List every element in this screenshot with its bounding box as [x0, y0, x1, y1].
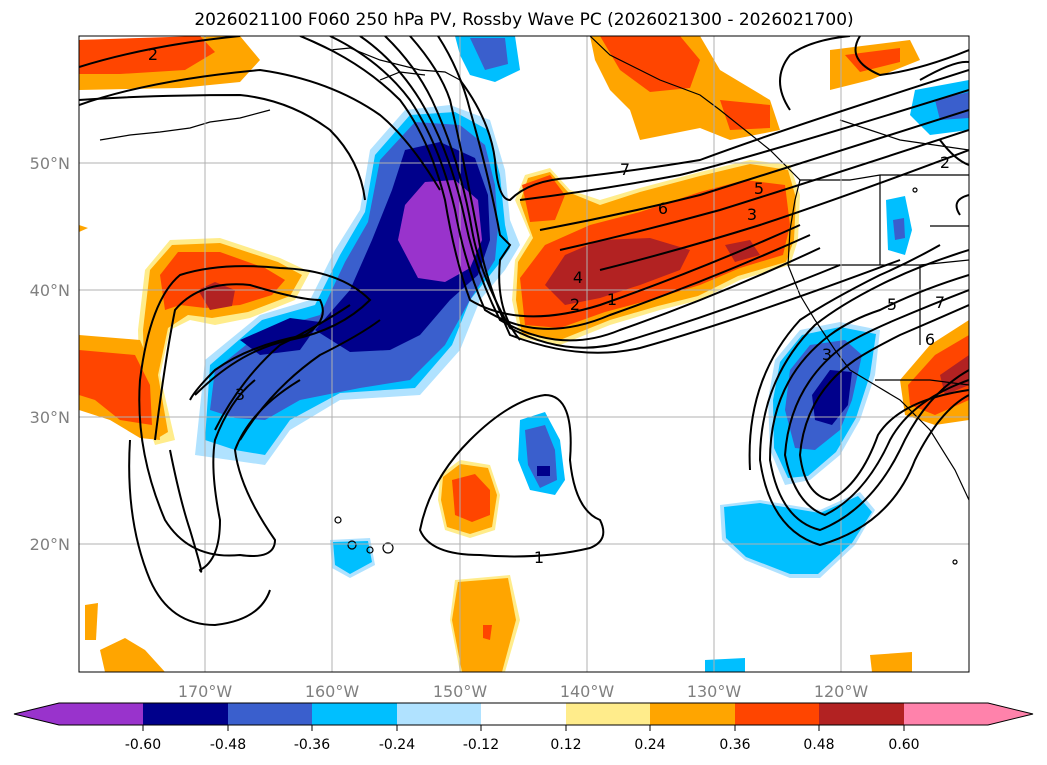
- contour-label: 6: [658, 199, 668, 218]
- contour-label: 3: [747, 205, 757, 224]
- colorbar-segment: [312, 703, 397, 725]
- longitude-labels: 170°W 160°W 150°W 140°W 130°W 120°W: [178, 682, 869, 701]
- contour-label: 5: [887, 295, 897, 314]
- lat-tick: 20°N: [30, 535, 70, 554]
- contour-label: 2: [940, 153, 950, 172]
- contour-label: 7: [620, 160, 630, 179]
- lat-tick: 30°N: [30, 408, 70, 427]
- lon-tick: 160°W: [305, 682, 360, 701]
- contour-label: 3: [822, 345, 832, 364]
- map-panel: 2 7 6 5 3 4 2 1 3 1 5 7 6 2 3: [78, 35, 970, 673]
- lat-tick: 50°N: [30, 154, 70, 173]
- rossby-wave-contours: [79, 36, 969, 627]
- colorbar-segment: [143, 703, 228, 725]
- lon-tick: 140°W: [560, 682, 615, 701]
- colorbar-segment: [819, 703, 904, 725]
- colorbar-extend-max: [904, 703, 1033, 725]
- colorbar-tick: -0.12: [463, 737, 499, 753]
- colorbar-tick: 0.60: [888, 737, 919, 753]
- colorbar-segment: [650, 703, 735, 725]
- contour-label: 2: [570, 295, 580, 314]
- colorbar-tick: -0.60: [125, 737, 161, 753]
- lon-tick: 170°W: [178, 682, 233, 701]
- contour-labels: 2 7 6 5 3 4 2 1 3 1 5 7 6 2 3: [148, 45, 950, 567]
- lon-tick: 150°W: [433, 682, 488, 701]
- colorbar-segment: [228, 703, 312, 725]
- contour-label: 1: [607, 290, 617, 309]
- lat-tick: 40°N: [30, 281, 70, 300]
- colorbar-tick: 0.12: [550, 737, 581, 753]
- colorbar-tick: -0.48: [210, 737, 246, 753]
- contour-label: 5: [754, 179, 764, 198]
- contour-label: 6: [925, 330, 935, 349]
- colorbar-segment: [735, 703, 819, 725]
- latitude-labels: 50°N 40°N 30°N 20°N: [30, 154, 70, 554]
- contour-label: 2: [148, 45, 158, 64]
- contour-label: 4: [573, 268, 583, 287]
- lon-tick: 120°W: [814, 682, 869, 701]
- lon-tick: 130°W: [687, 682, 742, 701]
- colorbar-segment: [481, 703, 566, 725]
- colorbar-tick: -0.24: [379, 737, 415, 753]
- colorbar: -0.60 -0.48 -0.36 -0.24 -0.12 0.12 0.24 …: [13, 702, 1034, 753]
- figure-title: 2026021100 F060 250 hPa PV, Rossby Wave …: [194, 10, 853, 30]
- colorbar-tick: 0.36: [719, 737, 750, 753]
- colorbar-segment: [566, 703, 650, 725]
- contour-label: 1: [534, 548, 544, 567]
- colorbar-segment: [397, 703, 481, 725]
- colorbar-tick: 0.48: [803, 737, 834, 753]
- contour-label: 7: [935, 293, 945, 312]
- colorbar-tick: 0.24: [634, 737, 665, 753]
- colorbar-tick: -0.36: [294, 737, 330, 753]
- contour-label: 3: [235, 385, 245, 404]
- colorbar-extend-min: [14, 703, 143, 725]
- pv-anomaly-fill: [79, 36, 969, 672]
